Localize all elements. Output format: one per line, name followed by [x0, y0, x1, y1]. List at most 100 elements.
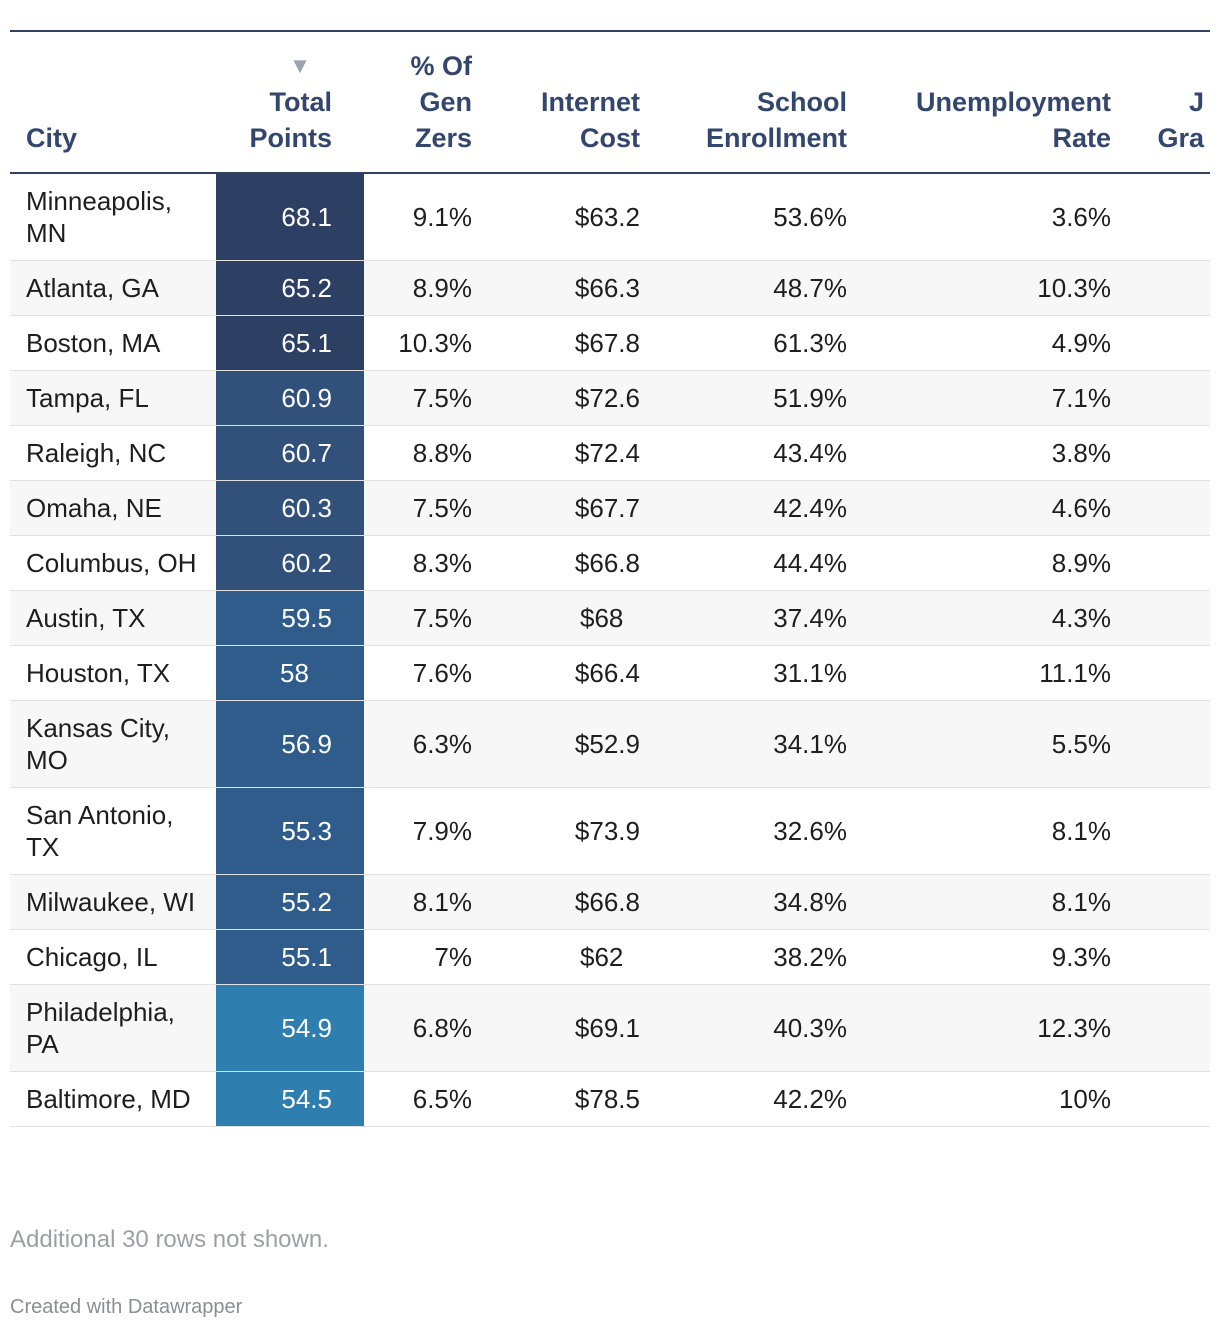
cell-total-points: 58	[216, 645, 364, 701]
cell-truncated	[1111, 874, 1210, 930]
cell-city: Boston, MA	[10, 315, 216, 371]
table-row: Milwaukee, WI 55.2 8.1% $66.8 34.8% 8.1%	[10, 874, 1210, 930]
table-row: Baltimore, MD 54.5 6.5% $78.5 42.2% 10%	[10, 1071, 1210, 1127]
cell-school-enrollment: 34.8%	[640, 874, 847, 930]
cell-unemployment-rate: 4.3%	[847, 590, 1111, 646]
cell-truncated	[1111, 315, 1210, 371]
cell-truncated	[1111, 480, 1210, 536]
cell-gen-z: 6.5%	[364, 1071, 472, 1127]
table-row: Columbus, OH 60.2 8.3% $66.8 44.4% 8.9%	[10, 535, 1210, 591]
cell-gen-z: 8.1%	[364, 874, 472, 930]
table-row: Kansas City, MO 56.9 6.3% $52.9 34.1% 5.5%	[10, 700, 1210, 788]
cell-city: Austin, TX	[10, 590, 216, 646]
cell-total-points: 60.2	[216, 535, 364, 591]
data-table: City ▼ Total Points % Of Gen Zers Intern…	[10, 30, 1210, 1127]
cell-truncated	[1111, 700, 1210, 788]
cell-internet-cost: $68	[472, 590, 640, 646]
cell-city: San Antonio, TX	[10, 787, 216, 875]
cell-internet-cost: $78.5	[472, 1071, 640, 1127]
cell-school-enrollment: 37.4%	[640, 590, 847, 646]
cell-city: Tampa, FL	[10, 370, 216, 426]
table-row: Chicago, IL 55.1 7% $62 38.2% 9.3%	[10, 929, 1210, 985]
table-row: Philadelphia, PA 54.9 6.8% $69.1 40.3% 12.3%	[10, 984, 1210, 1072]
column-header-city[interactable]: City	[26, 123, 78, 153]
cell-internet-cost: $66.4	[472, 645, 640, 701]
cell-unemployment-rate: 8.9%	[847, 535, 1111, 591]
cell-unemployment-rate: 9.3%	[847, 929, 1111, 985]
table-row: Houston, TX 58 7.6% $66.4 31.1% 11.1%	[10, 645, 1210, 701]
column-header-total-points[interactable]: ▼ Total Points	[216, 31, 364, 173]
cell-internet-cost: $72.4	[472, 425, 640, 481]
column-header-gen-z[interactable]: % Of Gen Zers	[410, 51, 472, 153]
cell-total-points: 59.5	[216, 590, 364, 646]
cell-unemployment-rate: 4.6%	[847, 480, 1111, 536]
cell-school-enrollment: 48.7%	[640, 260, 847, 316]
cell-total-points: 65.1	[216, 315, 364, 371]
column-header-internet-cost[interactable]: Internet Cost	[540, 87, 640, 153]
cell-unemployment-rate: 5.5%	[847, 700, 1111, 788]
cell-truncated	[1111, 590, 1210, 646]
cell-total-points: 54.9	[216, 984, 364, 1072]
cell-total-points: 55.2	[216, 874, 364, 930]
cell-internet-cost: $69.1	[472, 984, 640, 1072]
cell-total-points: 60.9	[216, 370, 364, 426]
cell-internet-cost: $66.8	[472, 874, 640, 930]
sort-desc-icon: ▼	[289, 53, 311, 78]
table-body: Minneapolis, MN 68.1 9.1% $63.2 53.6% 3.6% Atl…	[10, 173, 1210, 1127]
cell-total-points: 60.7	[216, 425, 364, 481]
cell-school-enrollment: 38.2%	[640, 929, 847, 985]
footer-credit[interactable]: Created with Datawrapper	[10, 1296, 243, 1318]
cell-school-enrollment: 53.6%	[640, 173, 847, 261]
cell-total-points: 65.2	[216, 260, 364, 316]
cell-school-enrollment: 42.2%	[640, 1071, 847, 1127]
cell-truncated	[1111, 370, 1210, 426]
cell-unemployment-rate: 10.3%	[847, 260, 1111, 316]
cell-total-points: 68.1	[216, 173, 364, 261]
cell-city: Minneapolis, MN	[10, 173, 216, 261]
cell-truncated	[1111, 425, 1210, 481]
cell-truncated	[1111, 929, 1210, 985]
cell-gen-z: 7.9%	[364, 787, 472, 875]
cell-truncated	[1111, 1071, 1210, 1127]
cell-total-points: 56.9	[216, 700, 364, 788]
cell-internet-cost: $72.6	[472, 370, 640, 426]
cell-internet-cost: $73.9	[472, 787, 640, 875]
table-row: Omaha, NE 60.3 7.5% $67.7 42.4% 4.6%	[10, 480, 1210, 536]
cell-gen-z: 9.1%	[364, 173, 472, 261]
cell-school-enrollment: 43.4%	[640, 425, 847, 481]
cell-gen-z: 8.8%	[364, 425, 472, 481]
cell-city: Kansas City, MO	[10, 700, 216, 788]
cell-total-points: 55.3	[216, 787, 364, 875]
cell-city: Milwaukee, WI	[10, 874, 216, 930]
cell-truncated	[1111, 535, 1210, 591]
cell-internet-cost: $63.2	[472, 173, 640, 261]
cell-internet-cost: $52.9	[472, 700, 640, 788]
cell-unemployment-rate: 11.1%	[847, 645, 1111, 701]
cell-city: Houston, TX	[10, 645, 216, 701]
cell-city: Atlanta, GA	[10, 260, 216, 316]
table-container: City ▼ Total Points % Of Gen Zers Intern…	[10, 30, 1210, 1127]
cell-gen-z: 6.3%	[364, 700, 472, 788]
table-row: San Antonio, TX 55.3 7.9% $73.9 32.6% 8.1%	[10, 787, 1210, 875]
column-header-school-enrollment[interactable]: School Enrollment	[705, 87, 847, 153]
cell-truncated	[1111, 260, 1210, 316]
cell-gen-z: 7.5%	[364, 480, 472, 536]
column-header-unemployment-rate[interactable]: Unemployment Rate	[915, 87, 1111, 153]
cell-city: Columbus, OH	[10, 535, 216, 591]
cell-school-enrollment: 40.3%	[640, 984, 847, 1072]
cell-school-enrollment: 31.1%	[640, 645, 847, 701]
table-row: Minneapolis, MN 68.1 9.1% $63.2 53.6% 3.6%	[10, 173, 1210, 261]
column-header-truncated[interactable]: J Gra	[1157, 87, 1204, 153]
cell-unemployment-rate: 8.1%	[847, 874, 1111, 930]
cell-city: Philadelphia, PA	[10, 984, 216, 1072]
cell-truncated	[1111, 787, 1210, 875]
header-row: City ▼ Total Points % Of Gen Zers Intern…	[10, 31, 1210, 173]
cell-gen-z: 7.6%	[364, 645, 472, 701]
cell-gen-z: 6.8%	[364, 984, 472, 1072]
cell-gen-z: 10.3%	[364, 315, 472, 371]
table-row: Austin, TX 59.5 7.5% $68 37.4% 4.3%	[10, 590, 1210, 646]
table-row: Atlanta, GA 65.2 8.9% $66.3 48.7% 10.3%	[10, 260, 1210, 316]
cell-school-enrollment: 51.9%	[640, 370, 847, 426]
cell-unemployment-rate: 7.1%	[847, 370, 1111, 426]
cell-school-enrollment: 34.1%	[640, 700, 847, 788]
